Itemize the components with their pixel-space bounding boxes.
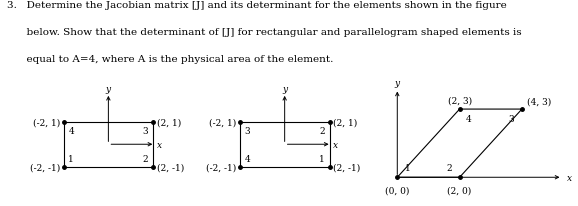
Text: (-2, 1): (-2, 1): [209, 118, 236, 127]
Text: 1: 1: [68, 154, 74, 163]
Text: 1: 1: [405, 163, 411, 172]
Text: 4: 4: [466, 115, 472, 123]
Text: 1: 1: [319, 154, 325, 163]
Text: (0, 0): (0, 0): [385, 185, 409, 194]
Text: (-2, -1): (-2, -1): [30, 162, 60, 171]
Text: (2, 0): (2, 0): [447, 185, 472, 194]
Text: x: x: [567, 173, 572, 182]
Text: (2, -1): (2, -1): [333, 162, 360, 171]
Text: (2, 1): (2, 1): [157, 118, 181, 127]
Text: 3: 3: [143, 126, 149, 135]
Text: below. Show that the determinant of [J] for rectangular and parallelogram shaped: below. Show that the determinant of [J] …: [7, 28, 521, 37]
Text: y: y: [282, 84, 287, 93]
Text: 3.   Determine the Jacobian matrix [J] and its determinant for the elements show: 3. Determine the Jacobian matrix [J] and…: [7, 1, 507, 10]
Text: y: y: [106, 84, 111, 93]
Text: y: y: [395, 79, 400, 88]
Text: 4: 4: [68, 126, 74, 135]
Text: 2: 2: [446, 163, 452, 172]
Text: (2, -1): (2, -1): [157, 162, 184, 171]
Text: (2, 1): (2, 1): [333, 118, 357, 127]
Text: (2, 3): (2, 3): [447, 96, 472, 105]
Text: (-2, -1): (-2, -1): [206, 162, 236, 171]
Text: 3: 3: [244, 126, 250, 135]
Text: 2: 2: [319, 126, 325, 135]
Text: equal to A=4, where A is the physical area of the element.: equal to A=4, where A is the physical ar…: [7, 55, 334, 63]
Text: 4: 4: [244, 154, 250, 163]
Text: 2: 2: [143, 154, 149, 163]
Text: (-2, 1): (-2, 1): [33, 118, 60, 127]
Text: 3: 3: [509, 115, 514, 123]
Text: x: x: [334, 140, 339, 149]
Text: (4, 3): (4, 3): [527, 97, 551, 106]
Text: x: x: [157, 140, 162, 149]
